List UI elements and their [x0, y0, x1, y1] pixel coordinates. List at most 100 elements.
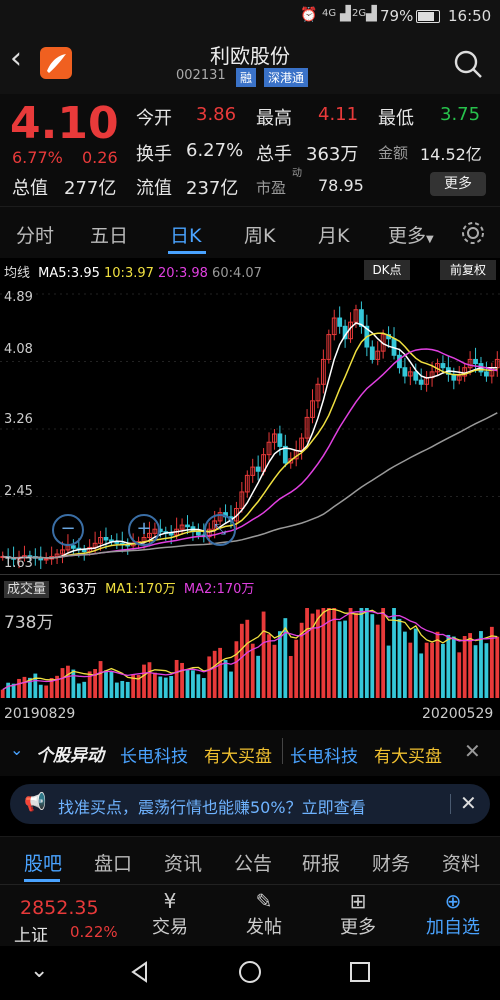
volume-bar	[245, 619, 250, 698]
tab-announcements[interactable]: 公告	[234, 853, 273, 875]
quote-panel: 4.10 6.77% 0.26 今开 3.86 最高 4.11 最低 3.75 …	[0, 94, 500, 206]
post-button[interactable]: ✎ 发帖	[234, 889, 294, 939]
volume-bar	[174, 659, 179, 698]
alert-label: 个股异动	[36, 746, 104, 766]
volume-bar	[44, 685, 49, 698]
back-nav-icon[interactable]	[128, 960, 152, 984]
pe-value: 78.95	[318, 176, 364, 195]
zoom-out-icon[interactable]: −	[52, 514, 84, 546]
ma10-line	[2, 332, 498, 559]
index-widget[interactable]: 2852.35 上证 0.22%	[0, 885, 120, 947]
trade-button[interactable]: ¥ 交易	[140, 889, 200, 939]
candle-body	[467, 358, 473, 369]
settings-gear-icon[interactable]	[460, 220, 486, 246]
pe-label: 市盈	[256, 179, 287, 197]
dk-point-button[interactable]: DK点	[364, 260, 410, 280]
volume-bar	[326, 608, 331, 698]
signal2-icon: ▟	[366, 6, 377, 22]
volume-title[interactable]: 成交量	[4, 581, 50, 598]
close-icon[interactable]: ✕	[464, 739, 481, 763]
ma-title: 均线	[4, 266, 31, 281]
volume-bar	[441, 643, 445, 698]
volume-bar	[11, 683, 16, 698]
network-label: 4G	[322, 8, 337, 19]
more-menu-button[interactable]: ⊞ 更多	[328, 889, 388, 939]
volume-bar	[169, 675, 174, 698]
volume-bar	[495, 636, 500, 698]
volume-bar	[136, 675, 141, 698]
promo-close-icon[interactable]: ✕	[460, 791, 477, 815]
low-label: 最低	[378, 108, 414, 129]
stock-code: 002131	[176, 68, 226, 83]
high-label: 最高	[256, 108, 292, 129]
alert-stock-2[interactable]: 长电科技	[290, 747, 358, 767]
candle-body	[402, 367, 408, 377]
ma5-line	[2, 322, 498, 559]
volume-bar	[66, 665, 70, 698]
zoom-in-icon[interactable]: +	[128, 514, 160, 546]
candle-body	[397, 354, 402, 369]
tab-intraday[interactable]: 分时	[16, 225, 55, 247]
tab-weekly-k[interactable]: 周K	[244, 225, 276, 247]
adjust-button[interactable]: 前复权	[440, 260, 496, 280]
volume-legend: 成交量 363万 MA1:170万 MA2:170万	[4, 578, 255, 598]
recents-icon[interactable]	[348, 960, 372, 984]
volume-bar	[343, 620, 348, 698]
tab-news[interactable]: 资讯	[164, 853, 203, 875]
yen-icon: ¥	[163, 889, 177, 913]
volume-bar	[196, 674, 201, 698]
volume-bar	[435, 631, 440, 698]
tab-forum[interactable]: 股吧	[24, 853, 63, 875]
volume-ma2: MA2:170万	[183, 582, 255, 597]
volume-bar	[212, 650, 217, 698]
change-pct: 6.77%	[12, 148, 63, 167]
promo-banner[interactable]: 📢 找准买点，震荡行情也能赚50%？立即查看 ✕	[10, 784, 490, 824]
more-button[interactable]: 更多	[430, 172, 486, 196]
home-icon[interactable]	[238, 960, 262, 984]
ma-legend: 均线 MA5:3.95 10:3.97 20:3.98 60:4.07	[4, 262, 262, 281]
app-logo	[40, 47, 72, 79]
ma60-line	[2, 412, 498, 559]
tab-five-day[interactable]: 五日	[90, 225, 129, 247]
volume-bar	[98, 661, 103, 698]
grid-icon: ⊞	[349, 889, 367, 913]
tab-monthly-k[interactable]: 月K	[318, 225, 350, 247]
search-icon[interactable]	[452, 48, 484, 80]
volume-bar	[299, 622, 304, 698]
candle-body	[369, 346, 375, 360]
candle-body	[239, 491, 245, 510]
stock-header: ‹ 利欧股份 002131 融 深港通	[0, 34, 500, 94]
bottom-action-bar: 2852.35 上证 0.22% ¥ 交易 ✎ 发帖 ⊞ 更多 ⊕ 加自选	[0, 884, 500, 947]
tab-more[interactable]: 更多▼	[388, 221, 434, 248]
chart-divider	[0, 574, 500, 575]
hide-keyboard-icon[interactable]: ⌄	[30, 958, 49, 983]
connect-badge: 深港通	[264, 68, 309, 87]
back-icon[interactable]: ‹	[10, 41, 22, 76]
volume-bar	[239, 623, 244, 698]
volume-bar	[375, 624, 380, 698]
volume-bar	[457, 652, 462, 698]
float-value: 237亿	[186, 178, 239, 199]
tab-daily-k[interactable]: 日K	[170, 225, 202, 247]
candle-body	[288, 458, 294, 464]
volume-bar	[22, 676, 27, 698]
margin-badge: 融	[236, 68, 257, 87]
tab-research[interactable]: 研报	[302, 853, 341, 875]
volume-bar	[131, 674, 136, 698]
float-label: 流值	[136, 178, 172, 199]
candle-body	[359, 309, 364, 327]
volume-bar	[17, 678, 21, 698]
stock-alert-banner[interactable]: ⌄ 个股异动 长电科技 有大买盘 长电科技 有大买盘 ✕	[0, 730, 500, 776]
candle-body	[418, 379, 424, 385]
volume-current: 363万	[59, 582, 97, 597]
candle-body	[320, 358, 326, 385]
volume-bar	[402, 631, 407, 698]
tab-order-book[interactable]: 盘口	[94, 853, 133, 875]
tab-profile[interactable]: 资料	[442, 853, 481, 875]
fullscreen-icon[interactable]: ⤡	[204, 514, 236, 546]
volume-bar	[294, 639, 299, 698]
tab-finance[interactable]: 财务	[372, 853, 411, 875]
alert-stock-1[interactable]: 长电科技	[120, 747, 188, 767]
post-label: 发帖	[246, 917, 282, 938]
add-watchlist-button[interactable]: ⊕ 加自选	[418, 889, 488, 939]
